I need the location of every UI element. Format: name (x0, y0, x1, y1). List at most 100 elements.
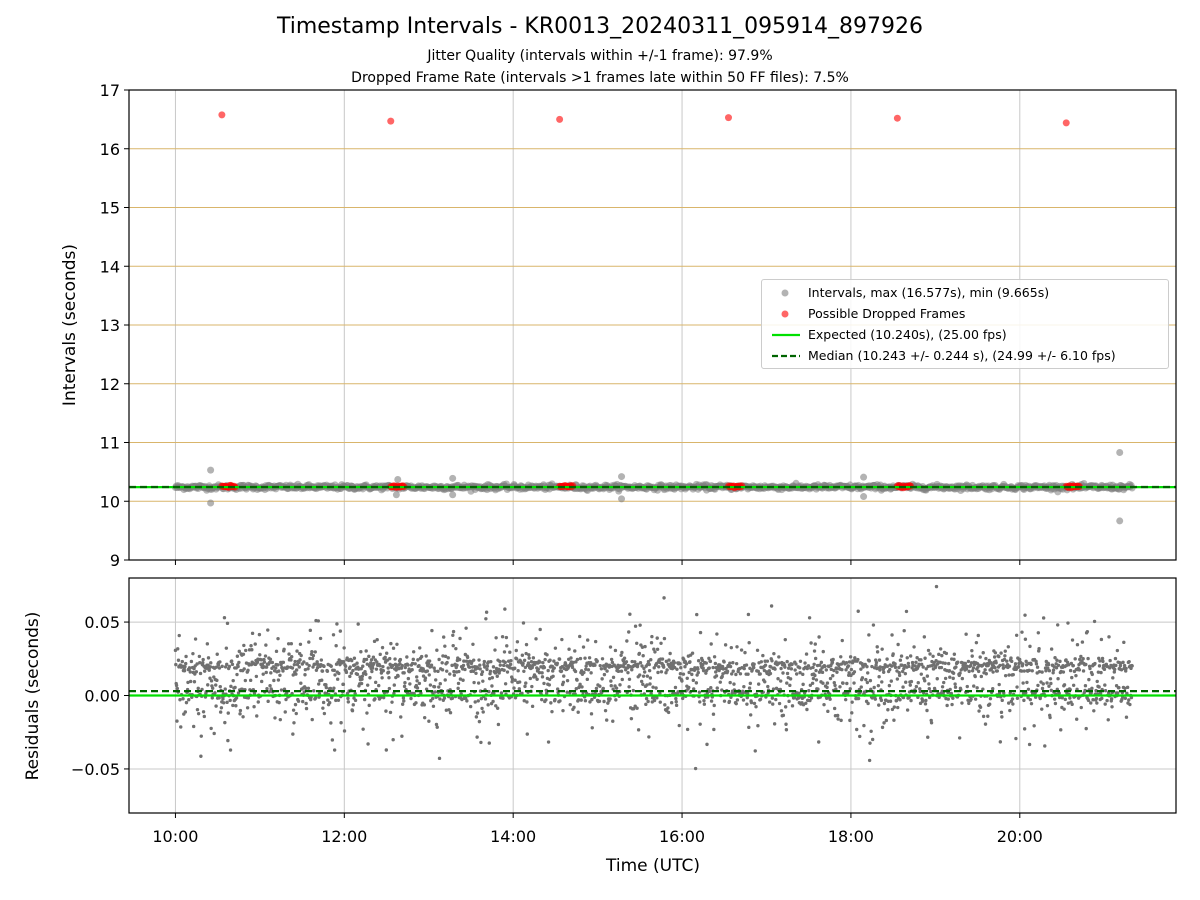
residual-point (313, 696, 318, 700)
residual-point (847, 660, 852, 664)
residual-point (514, 657, 519, 661)
residual-point (391, 663, 395, 668)
residual-point (746, 612, 751, 617)
residual-point (801, 682, 805, 687)
residual-point (674, 703, 679, 708)
residual-point (378, 664, 382, 668)
residual-point (503, 607, 507, 611)
residual-point (334, 698, 338, 703)
residual-point (571, 660, 575, 665)
residual-point (973, 697, 978, 701)
residual-point (546, 668, 550, 673)
residual-point (217, 696, 221, 700)
residual-point (797, 691, 801, 695)
residual-point (969, 697, 973, 701)
residual-point (513, 678, 517, 682)
residual-point (1040, 670, 1044, 674)
residual-point (940, 653, 944, 658)
residual-point (769, 604, 774, 608)
residual-point (226, 738, 230, 743)
residual-point (742, 684, 746, 689)
residual-point (1115, 648, 1120, 653)
residual-point (291, 708, 296, 712)
residual-point (644, 702, 648, 707)
residual-point (504, 635, 509, 640)
residual-point (1070, 702, 1074, 707)
residual-point (326, 698, 330, 702)
residual-point (359, 681, 364, 686)
residual-point (559, 669, 564, 673)
residual-point (1094, 696, 1099, 701)
residual-point (533, 675, 538, 679)
residual-point (437, 685, 441, 689)
residual-point (828, 676, 833, 681)
residual-point (998, 740, 1003, 744)
residual-point (1021, 662, 1025, 666)
residual-point (477, 719, 482, 724)
residual-point (824, 696, 829, 700)
residual-point (434, 722, 439, 727)
residual-point (1098, 691, 1103, 695)
residual-point (363, 669, 367, 674)
residual-point (270, 660, 275, 665)
residual-point (871, 623, 876, 627)
residual-point (844, 668, 848, 672)
residual-point (196, 711, 201, 716)
residual-point (540, 697, 544, 702)
residual-point (384, 748, 389, 752)
residual-point (754, 705, 758, 709)
residual-point (510, 677, 515, 681)
residual-point (355, 661, 359, 665)
residual-point (297, 665, 302, 669)
residual-point (480, 706, 484, 711)
residual-point (201, 710, 206, 714)
residual-point (435, 648, 439, 652)
residual-point (652, 698, 657, 703)
residual-point (659, 670, 664, 674)
residual-point (572, 705, 576, 710)
residual-point (208, 676, 212, 680)
residual-point (678, 672, 683, 676)
residual-point (544, 691, 549, 695)
residual-point (508, 650, 512, 654)
residual-point (574, 687, 578, 691)
residual-point (807, 616, 812, 620)
residual-point (898, 658, 903, 662)
residual-point (730, 672, 734, 676)
residual-point (658, 700, 662, 704)
residual-point (663, 703, 667, 707)
residual-point (429, 663, 434, 667)
residual-point (272, 678, 276, 683)
residual-point (1001, 663, 1005, 667)
residual-point (1110, 705, 1114, 709)
residual-point (456, 686, 460, 691)
residual-point (1066, 701, 1071, 705)
bottom-panel: −0.05 0.00 0.05 10:00 12:00 14:00 16:00 18:00 2… (23, 577, 1177, 876)
residual-point (336, 698, 341, 703)
residual-point (676, 690, 680, 694)
residual-point (715, 632, 719, 636)
residual-point (818, 663, 822, 667)
residual-point (443, 678, 447, 682)
residual-point (332, 748, 337, 752)
residual-point (848, 687, 852, 691)
residual-point (306, 667, 310, 671)
residual-point (505, 670, 510, 674)
residual-point (387, 686, 392, 691)
residual-point (328, 686, 333, 691)
residual-point (886, 708, 890, 712)
residual-point (897, 673, 902, 678)
residual-point (949, 691, 954, 696)
residual-point (433, 669, 437, 673)
residual-point (1105, 698, 1109, 703)
residual-point (362, 697, 367, 702)
residual-point (808, 698, 812, 703)
residual-point (1070, 675, 1074, 680)
residual-point (1000, 715, 1004, 719)
residual-point (913, 664, 917, 668)
residual-point (1044, 669, 1048, 673)
residual-point (512, 686, 516, 690)
residual-point (210, 696, 214, 700)
residual-point (819, 660, 824, 665)
residual-point (1018, 657, 1022, 662)
